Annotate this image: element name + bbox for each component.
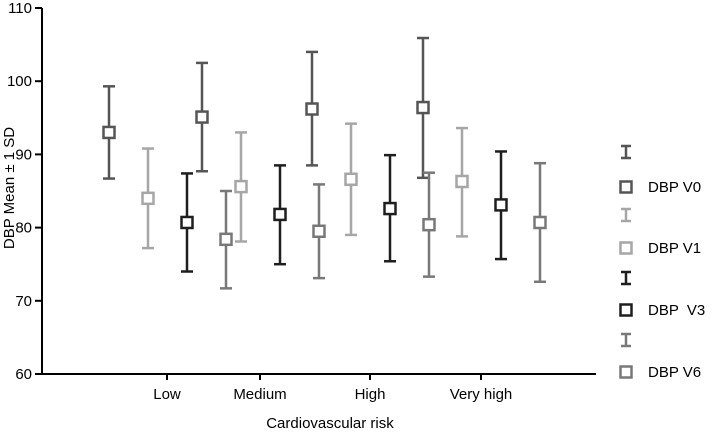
x-tick-label: Low xyxy=(153,386,181,403)
legend-marker-icon xyxy=(619,241,633,255)
error-bar-point xyxy=(494,150,508,261)
legend: DBP V0 DBP V1 DBP V3 DBP V6 xyxy=(619,144,705,381)
error-bar-point xyxy=(234,131,248,243)
error-bar-point xyxy=(180,172,194,273)
y-tick-label: 80 xyxy=(15,220,32,237)
y-tick-label: 110 xyxy=(8,0,32,17)
mean-marker xyxy=(305,102,319,116)
legend-item-1: DBP V0 xyxy=(619,144,701,196)
series-4 xyxy=(219,161,547,290)
error-bar-point xyxy=(455,126,469,238)
mean-marker xyxy=(383,201,397,216)
y-tick-label: 60 xyxy=(15,366,32,383)
legend-label: DBP V0 xyxy=(648,179,701,196)
mean-marker xyxy=(455,174,469,189)
y-axis-title: DBP Mean ± 1 SD xyxy=(1,127,18,249)
legend-marker-icon xyxy=(619,180,633,194)
error-bar-point xyxy=(102,85,116,180)
legend-marker-icon xyxy=(619,303,633,317)
mean-marker xyxy=(273,207,287,222)
mean-marker xyxy=(234,179,248,194)
x-tick-label: Very high xyxy=(450,386,513,403)
series-1 xyxy=(102,36,430,180)
legend-label: DBP V3 xyxy=(648,302,705,319)
legend-marker-icon xyxy=(619,365,633,379)
y-tick-label: 90 xyxy=(15,146,32,163)
x-tick-label: Medium xyxy=(233,386,286,403)
legend-label: DBP V1 xyxy=(648,240,701,257)
mean-marker xyxy=(141,191,155,206)
error-bar-point xyxy=(383,153,397,263)
mean-marker xyxy=(219,232,233,247)
legend-item-3: DBP V3 xyxy=(619,270,705,319)
x-axis-title: Cardiovascular risk xyxy=(266,415,394,432)
mean-marker xyxy=(422,217,436,232)
x-axis: Low Medium High Very high xyxy=(42,373,596,403)
legend-item-2: DBP V1 xyxy=(619,207,701,257)
mean-marker xyxy=(102,125,116,140)
y-axis: 60 70 80 90 100 110 xyxy=(7,0,43,383)
mean-marker xyxy=(195,110,209,124)
legend-label: DBP V6 xyxy=(648,364,701,381)
error-bar-point xyxy=(416,36,430,180)
mean-marker xyxy=(344,172,358,187)
error-bar-point xyxy=(219,189,233,290)
y-tick-label: 70 xyxy=(15,293,32,310)
mean-marker xyxy=(180,215,194,230)
error-bar-point xyxy=(273,164,287,266)
y-tick-label: 100 xyxy=(7,73,32,90)
error-bar-point xyxy=(195,61,209,173)
mean-marker xyxy=(312,224,326,239)
mean-marker xyxy=(416,100,430,115)
error-bar-point xyxy=(422,171,436,278)
series-2 xyxy=(141,122,469,250)
series-3 xyxy=(180,150,508,273)
error-bar-point xyxy=(141,147,155,250)
mean-marker xyxy=(494,198,508,212)
mean-marker xyxy=(533,215,547,230)
error-bar-point xyxy=(533,161,547,284)
error-bar-point xyxy=(305,50,319,167)
error-bar-point xyxy=(344,122,358,237)
legend-item-4: DBP V6 xyxy=(619,332,701,381)
error-bar-point xyxy=(312,183,326,280)
x-tick-label: High xyxy=(355,386,386,403)
plot-area xyxy=(102,36,547,290)
